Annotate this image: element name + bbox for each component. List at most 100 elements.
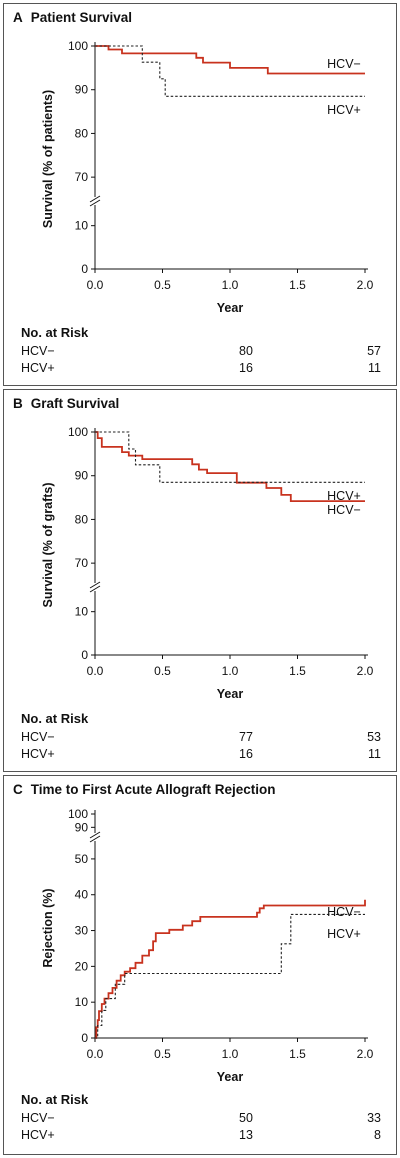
x-tick-label: 1.0 [222, 278, 239, 292]
panel-title: C Time to First Acute Allograft Rejection [13, 782, 276, 797]
x-tick-label: 2.0 [357, 664, 374, 678]
y-tick-label: 70 [75, 556, 89, 570]
axis-break-mark [89, 581, 101, 589]
y-tick-label: 30 [75, 924, 89, 938]
panel-title: B Graft Survival [13, 396, 119, 411]
panel-title-text: Patient Survival [30, 10, 133, 25]
x-axis-title: Year [217, 301, 244, 315]
risk-value-year1: 13 [239, 1128, 253, 1142]
y-tick-label: 40 [75, 888, 89, 902]
y-tick-label: 0 [81, 262, 88, 276]
y-tick-label: 90 [75, 83, 89, 97]
y-tick-label: 0 [81, 1031, 88, 1045]
risk-value-year2: 11 [368, 361, 381, 375]
panel-graft-survival: B Graft Survival 0 10 70 80 90 100 0.0 0.5 1.0 1.5… [3, 389, 397, 772]
x-tick-label: 1.5 [289, 664, 306, 678]
series-label: HCV− [327, 905, 361, 919]
y-axis-title: Survival (% of patients) [41, 90, 55, 228]
panel-letter: C [13, 782, 23, 797]
x-axis-title: Year [217, 687, 244, 701]
panel-title: A Patient Survival [13, 10, 132, 25]
risk-table-header: No. at Risk [21, 1092, 89, 1107]
series-label: HCV+ [327, 489, 361, 503]
chart-patient-survival: 0 10 70 80 90 100 0.0 0.5 1.0 1.5 2.0 Year Survival … [41, 39, 374, 315]
y-tick-label: 100 [68, 807, 88, 821]
y-tick-label: 80 [75, 512, 89, 526]
risk-value-year1: 50 [239, 1111, 253, 1125]
y-tick-label: 0 [81, 648, 88, 662]
x-tick-label: 1.0 [222, 1047, 239, 1061]
x-tick-label: 1.5 [289, 278, 306, 292]
risk-label: HCV− [21, 344, 55, 358]
risk-row-hcv-pos: HCV+ 16 11 [21, 747, 381, 764]
series-line-hcv-neg [95, 431, 365, 502]
risk-value-year2: 53 [367, 730, 381, 744]
y-tick-label: 10 [75, 605, 89, 619]
axis-break-mark [89, 835, 101, 843]
series-label: HCV+ [327, 927, 361, 941]
risk-value-year1: 77 [239, 730, 253, 744]
series-line-hcv-pos [95, 45, 365, 97]
x-tick-label: 2.0 [357, 1047, 374, 1061]
risk-row-hcv-pos: HCV+ 16 11 [21, 361, 381, 378]
panel-title-text: Graft Survival [30, 396, 120, 411]
x-tick-label: 0.5 [154, 1047, 171, 1061]
x-tick-label: 0.0 [87, 664, 104, 678]
y-tick-label: 10 [75, 219, 89, 233]
series-label: HCV− [327, 57, 361, 71]
y-tick-label: 20 [75, 959, 89, 973]
risk-row-hcv-neg: HCV− 80 57 [21, 344, 381, 361]
axis-break-mark [89, 195, 101, 203]
y-tick-label: 70 [75, 170, 89, 184]
risk-row-hcv-neg: HCV− 50 33 [21, 1111, 381, 1128]
panel-letter: B [13, 396, 23, 411]
risk-value-year1: 16 [239, 361, 253, 375]
series-label: HCV+ [327, 103, 361, 117]
panel-title-text: Time to First Acute Allograft Rejection [30, 782, 276, 797]
y-axis-title: Rejection (%) [41, 888, 55, 967]
panel-acute-rejection: C Time to First Acute Allograft Rejection… [3, 775, 397, 1155]
risk-table-header: No. at Risk [21, 711, 89, 726]
y-tick-label: 100 [68, 39, 88, 53]
y-axis-title: Survival (% of grafts) [41, 482, 55, 607]
x-tick-label: 0.0 [87, 1047, 104, 1061]
axis-break-mark [89, 831, 101, 839]
axis-break-mark [89, 199, 101, 207]
series-label: HCV− [327, 503, 361, 517]
risk-row-hcv-neg: HCV− 77 53 [21, 730, 381, 747]
y-tick-label: 80 [75, 126, 89, 140]
y-tick-label: 90 [75, 820, 89, 834]
risk-value-year2: 8 [374, 1128, 381, 1142]
x-tick-label: 0.0 [87, 278, 104, 292]
x-tick-label: 0.5 [154, 664, 171, 678]
panel-letter: A [13, 10, 23, 25]
risk-label: HCV+ [21, 361, 55, 375]
y-tick-label: 90 [75, 469, 89, 483]
x-tick-label: 0.5 [154, 278, 171, 292]
risk-value-year2: 11 [368, 747, 381, 761]
series-line-hcv-pos [95, 431, 365, 483]
risk-value-year1: 80 [239, 344, 253, 358]
risk-label: HCV+ [21, 1128, 55, 1142]
chart-graft-survival: 0 10 70 80 90 100 0.0 0.5 1.0 1.5 2.0 Year Survival … [41, 425, 374, 701]
series-line-hcv-neg [95, 899, 366, 1039]
x-tick-label: 1.5 [289, 1047, 306, 1061]
panel-patient-survival: A Patient Survival 0 10 70 80 90 100 0.0 0.5 1.0 1… [3, 3, 397, 386]
x-tick-label: 2.0 [357, 278, 374, 292]
risk-table-header: No. at Risk [21, 325, 89, 340]
risk-value-year1: 16 [239, 747, 253, 761]
risk-label: HCV− [21, 730, 55, 744]
risk-value-year2: 33 [367, 1111, 381, 1125]
axis-break-mark [89, 585, 101, 593]
series-line-hcv-pos [95, 913, 365, 1039]
x-axis-title: Year [217, 1070, 244, 1084]
y-tick-label: 10 [75, 995, 89, 1009]
risk-label: HCV− [21, 1111, 55, 1125]
risk-label: HCV+ [21, 747, 55, 761]
risk-row-hcv-pos: HCV+ 13 8 [21, 1128, 381, 1145]
y-tick-label: 50 [75, 852, 89, 866]
x-tick-label: 1.0 [222, 664, 239, 678]
series-line-hcv-neg [95, 45, 365, 75]
y-tick-label: 100 [68, 425, 88, 439]
